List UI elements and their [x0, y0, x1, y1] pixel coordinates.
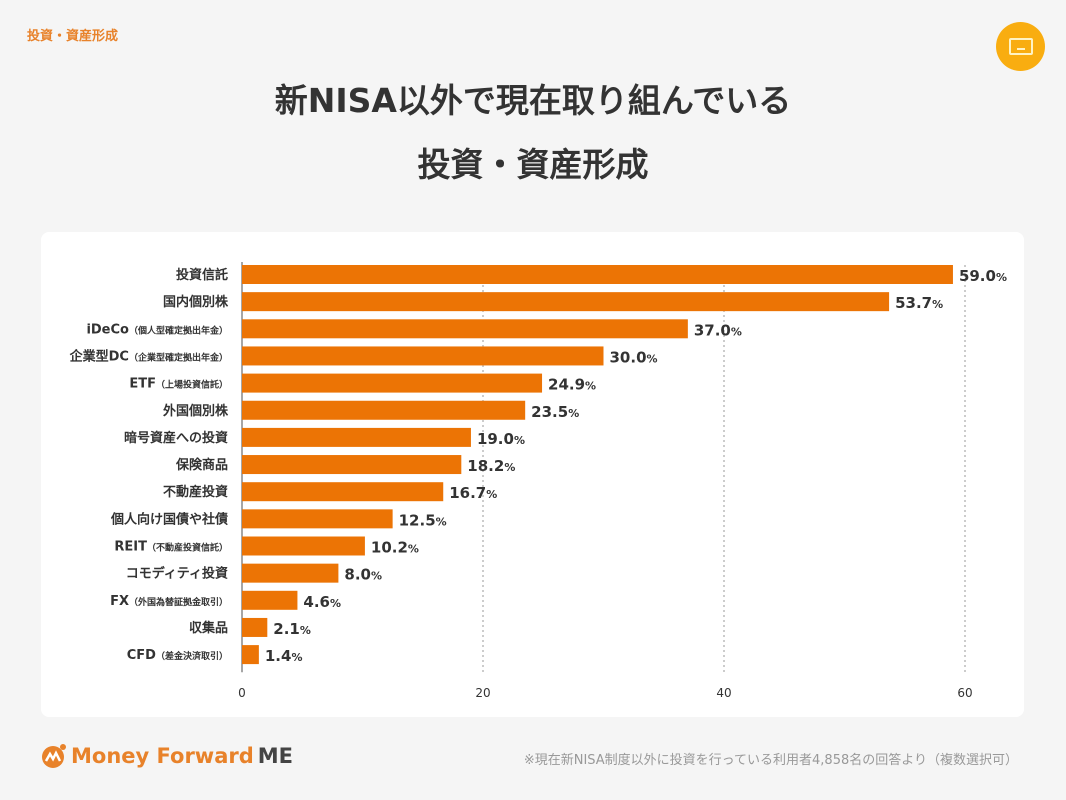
- bar-chart: 0 20 40 60 投資信託 59.0% 国内個別株 53.7% iDeCo（個人型確定拠出年…: [69, 262, 1007, 700]
- bar: [242, 346, 604, 366]
- x-tick-label: 20: [475, 686, 490, 700]
- bar: [242, 645, 259, 665]
- footnote: ※現在新NISA制度以外に投資を行っている利用者4,858名の回答より（複数選択…: [523, 753, 1018, 768]
- value-label: 18.2%: [467, 457, 515, 475]
- category-label: 個人向け国債や社債: [110, 511, 228, 527]
- money-forward-logo: Money Forward ME: [41, 743, 293, 769]
- value-label: 10.2%: [371, 539, 419, 557]
- x-tick-label: 60: [957, 686, 972, 700]
- category-label: REIT（不動産投資信託）: [114, 540, 228, 555]
- value-label: 2.1%: [273, 620, 311, 638]
- category-label: 収集品: [189, 620, 228, 636]
- bar: [242, 265, 953, 284]
- category-badge: [996, 22, 1045, 71]
- bar: [242, 400, 526, 420]
- bar: [242, 373, 543, 393]
- category-label: 企業型DC（企業型確定拠出年金）: [69, 348, 228, 364]
- category-label: 保険商品: [175, 457, 228, 473]
- category-label: ETF（上場投資信託）: [129, 377, 228, 392]
- bar: [242, 617, 268, 637]
- bar: [242, 482, 444, 502]
- category-label: 国内個別株: [163, 294, 229, 310]
- page-title-line2: 投資・資産形成: [417, 145, 649, 184]
- category-label: コモディティ投資: [126, 566, 228, 582]
- logo-text: Money Forward: [71, 744, 254, 768]
- value-label: 19.0%: [477, 430, 525, 448]
- value-label: 23.5%: [531, 403, 579, 421]
- screen-icon: [1008, 38, 1033, 55]
- x-tick-label: 0: [238, 686, 246, 700]
- logo-icon: [42, 744, 66, 768]
- logo-me: ME: [257, 744, 294, 768]
- value-label: 16.7%: [449, 484, 497, 502]
- category-label: 投資・資産形成: [27, 29, 119, 44]
- value-label: 12.5%: [399, 511, 447, 529]
- bar: [242, 563, 339, 583]
- value-label: 24.9%: [548, 376, 596, 394]
- category-label: CFD（差金決済取引）: [127, 648, 228, 663]
- category-label: iDeCo（個人型確定拠出年金）: [86, 322, 228, 337]
- category-label: 暗号資産への投資: [124, 430, 228, 446]
- category-label: FX（外国為替証拠金取引）: [110, 594, 228, 609]
- value-label: 4.6%: [303, 593, 341, 611]
- value-label: 37.0%: [694, 321, 742, 339]
- value-label: 30.0%: [610, 348, 658, 366]
- page-title-line1: 新NISA以外で現在取り組んでいる: [274, 81, 792, 120]
- bar: [242, 590, 298, 610]
- category-label: 不動産投資: [163, 484, 228, 500]
- x-tick-label: 40: [716, 686, 731, 700]
- value-label: 59.0%: [959, 267, 1007, 285]
- bar: [242, 292, 890, 312]
- value-label: 8.0%: [344, 566, 382, 584]
- category-label: 外国個別株: [162, 403, 229, 419]
- value-label: 1.4%: [265, 647, 303, 665]
- chart-card: 0 20 40 60 投資信託 59.0% 国内個別株 53.7% iDeCo（個人型確定拠出年…: [41, 232, 1024, 717]
- category-label: 投資信託: [176, 267, 228, 283]
- value-label: 53.7%: [895, 294, 943, 312]
- bar: [242, 319, 688, 339]
- bar: [242, 455, 462, 475]
- bar: [242, 427, 471, 447]
- bar: [242, 536, 365, 556]
- bar: [242, 509, 393, 529]
